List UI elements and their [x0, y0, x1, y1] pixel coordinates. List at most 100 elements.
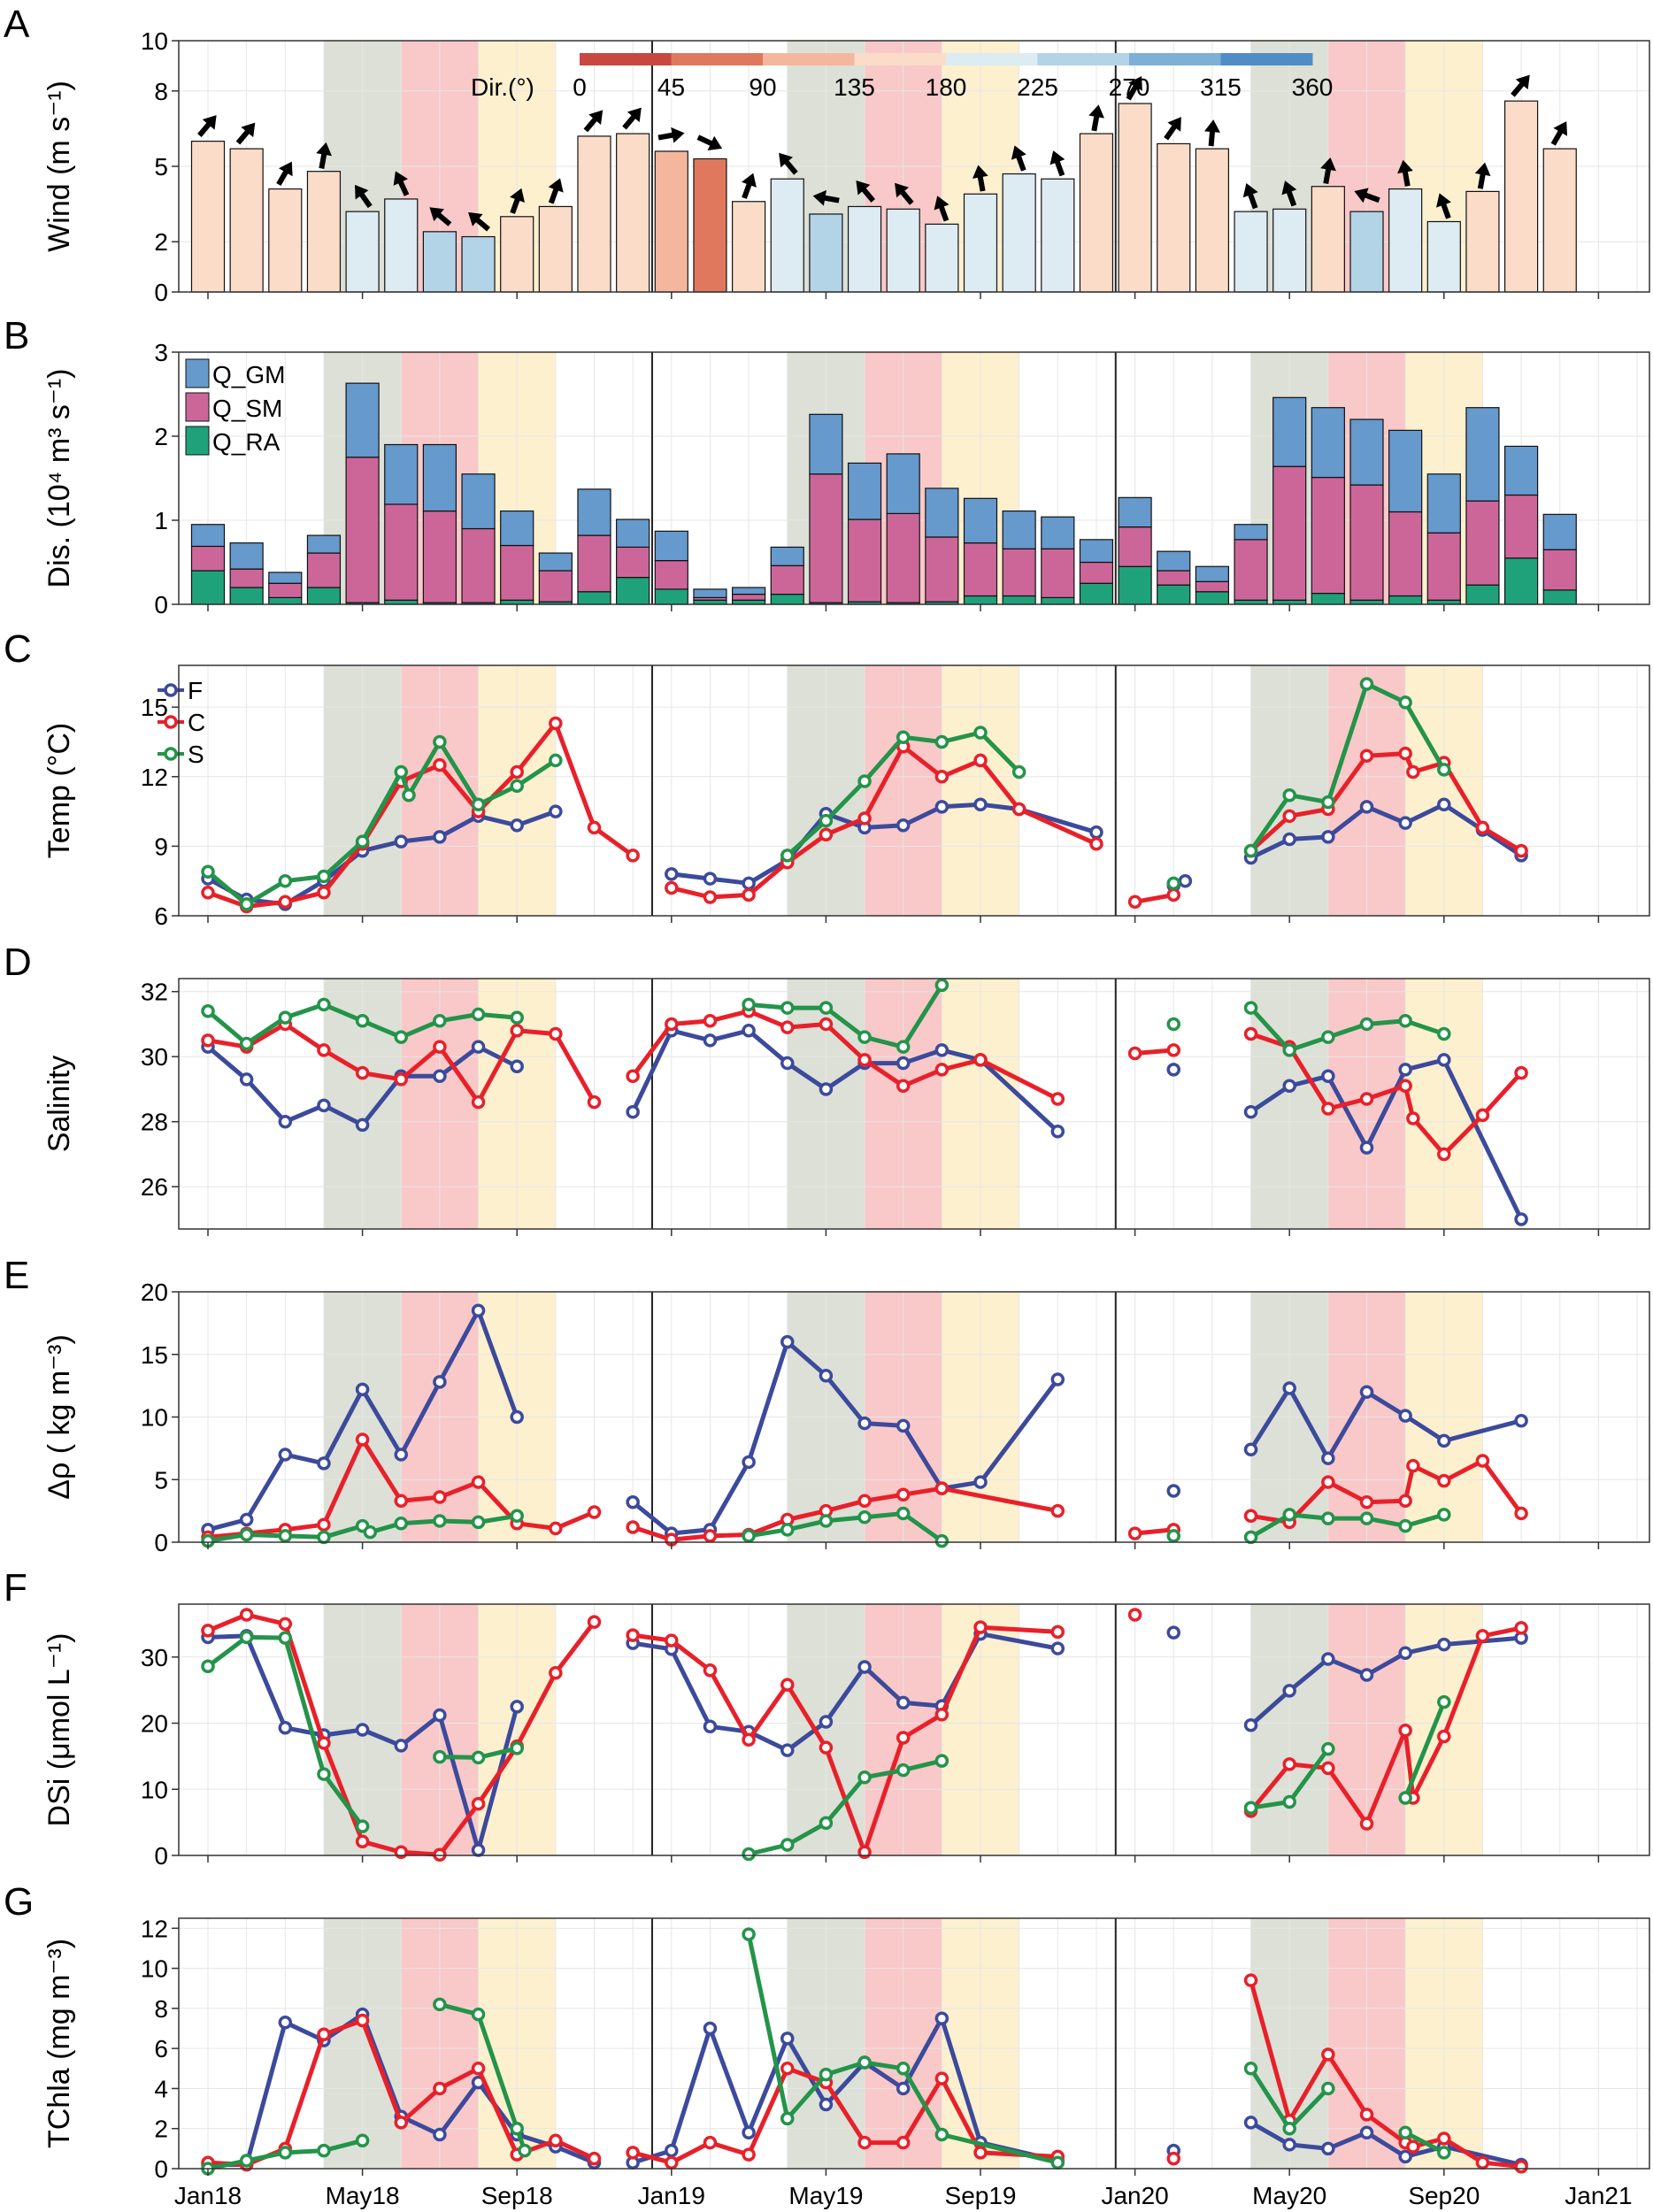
data-point-F	[433, 1069, 447, 1084]
x-tick-label: Sep18	[481, 2182, 553, 2209]
data-point-S	[510, 779, 524, 794]
data-point-C	[1475, 820, 1490, 835]
data-point-C	[201, 886, 215, 900]
data-point-S	[896, 1506, 911, 1521]
data-point-F	[1514, 1212, 1528, 1226]
discharge-bar-Q_RA	[268, 596, 303, 605]
data-point-C	[896, 1487, 911, 1502]
data-point-F	[510, 1409, 524, 1425]
y-tick-label: 12	[141, 764, 168, 791]
data-point-C	[742, 887, 756, 902]
colorbar-tick-label: 225	[1017, 73, 1058, 101]
plot-frame	[178, 1917, 1650, 2170]
data-point-F	[1243, 1104, 1258, 1119]
data-point-F	[973, 797, 988, 811]
wind-arrow-head	[707, 135, 723, 151]
data-point-F	[278, 1448, 293, 1462]
wind-bar	[1349, 211, 1384, 293]
data-point-F	[239, 1072, 254, 1087]
data-point-S	[278, 1529, 293, 1543]
wind-bar	[847, 205, 882, 293]
data-point-C	[973, 1620, 988, 1634]
data-point-C	[1166, 887, 1180, 902]
data-point-F	[1321, 1652, 1335, 1666]
data-point-C	[549, 1026, 563, 1041]
wind-arrow-head	[202, 115, 217, 130]
data-point-S	[896, 1763, 911, 1778]
data-point-F	[1398, 1646, 1412, 1661]
data-point-C	[703, 1529, 718, 1543]
data-point-C	[626, 1520, 640, 1534]
discharge-bar-Q_SM	[1542, 549, 1577, 591]
data-point-F	[355, 1382, 370, 1397]
data-point-C	[317, 886, 331, 900]
data-point-S	[934, 1754, 950, 1768]
data-point-S	[1437, 1508, 1451, 1522]
legend-swatch	[185, 426, 210, 456]
wind-arrow-head	[1049, 150, 1065, 165]
discharge-bar-Q_GM	[693, 588, 727, 599]
wind-arrow-head	[588, 110, 604, 125]
data-point-F	[1437, 797, 1451, 811]
data-point-C	[201, 1624, 215, 1638]
data-point-C	[278, 1617, 293, 1632]
x-tick-label: Jan21	[1565, 2182, 1632, 2209]
data-point-S	[278, 1010, 293, 1025]
discharge-bar-Q_RA	[1503, 557, 1539, 605]
legend-swatch	[185, 358, 210, 388]
data-point-F	[1282, 2138, 1296, 2152]
discharge-bar-Q_GM	[1118, 496, 1152, 528]
y-tick-label: 9	[154, 833, 168, 860]
data-point-S	[355, 2133, 370, 2148]
data-point-C	[1321, 2047, 1335, 2062]
data-point-C	[626, 2146, 640, 2160]
discharge-bar-Q_SM	[422, 510, 457, 603]
discharge-bar-Q_SM	[1465, 500, 1500, 586]
series-line-S	[439, 2001, 527, 2152]
wind-arrow-head	[1474, 162, 1491, 176]
panel-letter: F	[4, 1566, 27, 1609]
data-point-S	[1282, 1508, 1296, 1522]
panel-letter: D	[4, 941, 32, 984]
data-point-C	[355, 1065, 370, 1080]
discharge-bar-Q_RA	[190, 570, 226, 605]
data-point-F	[665, 867, 679, 881]
data-point-C	[1243, 1026, 1258, 1041]
data-point-S	[355, 1014, 370, 1028]
discharge-bar-Q_SM	[1234, 539, 1268, 601]
discharge-bar-Q_SM	[770, 565, 804, 595]
y-axis-label: Δρ ( kg m⁻³)	[42, 1334, 76, 1500]
discharge-bar-Q_SM	[190, 545, 226, 572]
data-point-F	[510, 818, 524, 833]
y-tick-label: 30	[141, 1644, 168, 1671]
data-point-F	[355, 1118, 370, 1133]
wind-arrow-head	[1204, 119, 1220, 133]
data-point-F	[626, 1494, 640, 1509]
data-point-C	[703, 1014, 718, 1028]
x-tick-label: Jan18	[174, 2182, 242, 2209]
data-point-S	[742, 1847, 756, 1862]
data-point-F	[896, 1695, 911, 1710]
discharge-bar-Q_RA	[616, 576, 650, 605]
data-point-C	[1398, 1494, 1412, 1509]
discharge-bar-Q_RA	[1157, 584, 1191, 605]
wind-bar	[577, 135, 611, 293]
discharge-bar-Q_SM	[345, 457, 380, 603]
data-point-C	[1127, 1526, 1142, 1540]
wind-bar	[229, 148, 264, 293]
discharge-bar-Q_GM	[1157, 550, 1191, 572]
x-tick-label: May19	[788, 2182, 863, 2209]
discharge-bar-Q_GM	[268, 572, 303, 584]
discharge-bar-Q_RA	[1118, 565, 1152, 605]
discharge-bar-Q_SM	[1002, 548, 1036, 597]
data-point-C	[703, 1663, 718, 1678]
data-point-C	[857, 2135, 872, 2150]
colorbar-tick-label: 90	[749, 73, 776, 101]
data-point-F	[780, 1056, 795, 1071]
discharge-bar-Q_GM	[1311, 407, 1345, 479]
data-point-C	[1166, 1043, 1180, 1057]
discharge-bar-Q_GM	[577, 488, 611, 536]
data-point-C	[1321, 1475, 1335, 1489]
discharge-bar-Q_GM	[925, 488, 959, 538]
discharge-bar-Q_GM	[422, 443, 457, 512]
